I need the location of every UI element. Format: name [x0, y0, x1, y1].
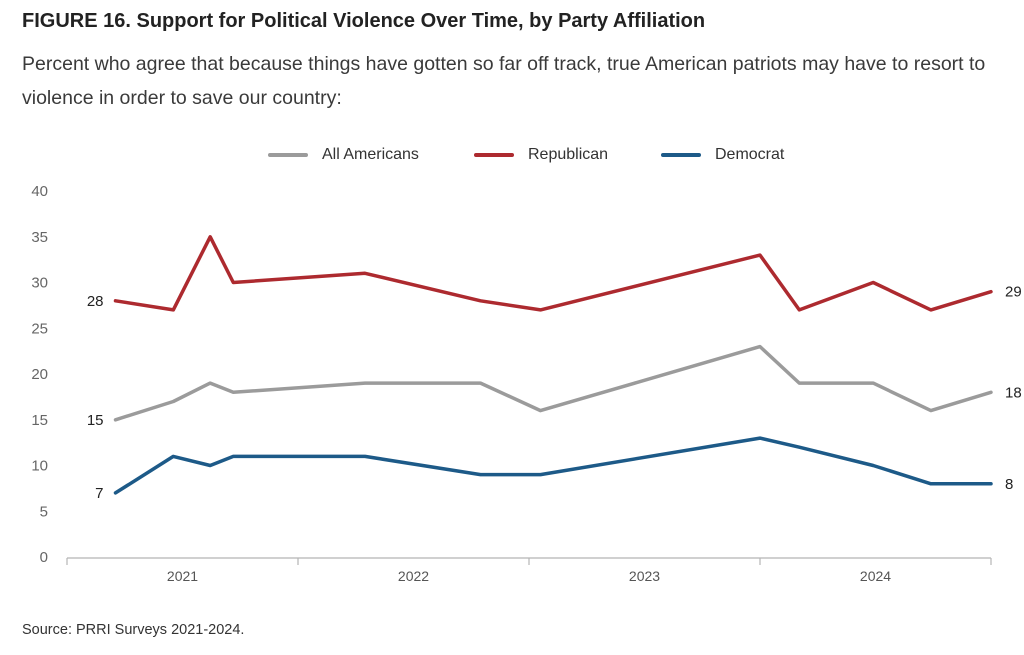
x-tick-label: 2021: [167, 568, 198, 584]
source-note: Source: PRRI Surveys 2021-2024.: [22, 622, 245, 638]
legend-swatch-democrat: [661, 153, 701, 157]
y-tick-label: 5: [40, 503, 48, 520]
x-tick-label: 2023: [629, 568, 660, 584]
chart-legend: All Americans Republican Democrat: [0, 143, 1024, 167]
y-tick-label: 10: [31, 458, 48, 475]
x-tick-label: 2024: [860, 568, 891, 584]
legend-item-republican: Republican: [474, 143, 608, 167]
y-tick-label: 40: [31, 183, 48, 200]
series-line-democrat: [113, 436, 993, 495]
legend-item-democrat: Democrat: [661, 143, 784, 167]
legend-swatch-all-americans: [268, 153, 308, 157]
legend-item-all-americans: All Americans: [268, 143, 419, 167]
legend-label-all-americans: All Americans: [322, 146, 419, 163]
end-label-republican: 29: [1005, 284, 1022, 301]
y-tick-label: 0: [40, 549, 48, 566]
chart-subtitle: Percent who agree that because things ha…: [22, 53, 986, 109]
end-label-all-americans: 18: [1005, 384, 1022, 401]
legend-label-republican: Republican: [528, 146, 609, 163]
y-tick-label: 20: [31, 366, 48, 383]
chart-title: FIGURE 16. Support for Political Violenc…: [22, 10, 706, 32]
x-tick-label: 2022: [398, 568, 429, 584]
end-label-democrat: 8: [1005, 476, 1013, 493]
start-label-all-americans: 15: [87, 412, 104, 429]
y-tick-label: 15: [31, 412, 48, 429]
start-label-democrat: 7: [95, 485, 103, 502]
series-line-all-americans: [113, 344, 993, 422]
y-tick-label: 35: [31, 229, 48, 246]
legend-swatch-republican: [474, 153, 514, 157]
series-line-republican: [113, 235, 993, 312]
y-tick-label: 25: [31, 320, 48, 337]
y-tick-label: 30: [31, 275, 48, 292]
start-label-republican: 28: [87, 293, 104, 310]
legend-label-democrat: Democrat: [715, 146, 785, 163]
